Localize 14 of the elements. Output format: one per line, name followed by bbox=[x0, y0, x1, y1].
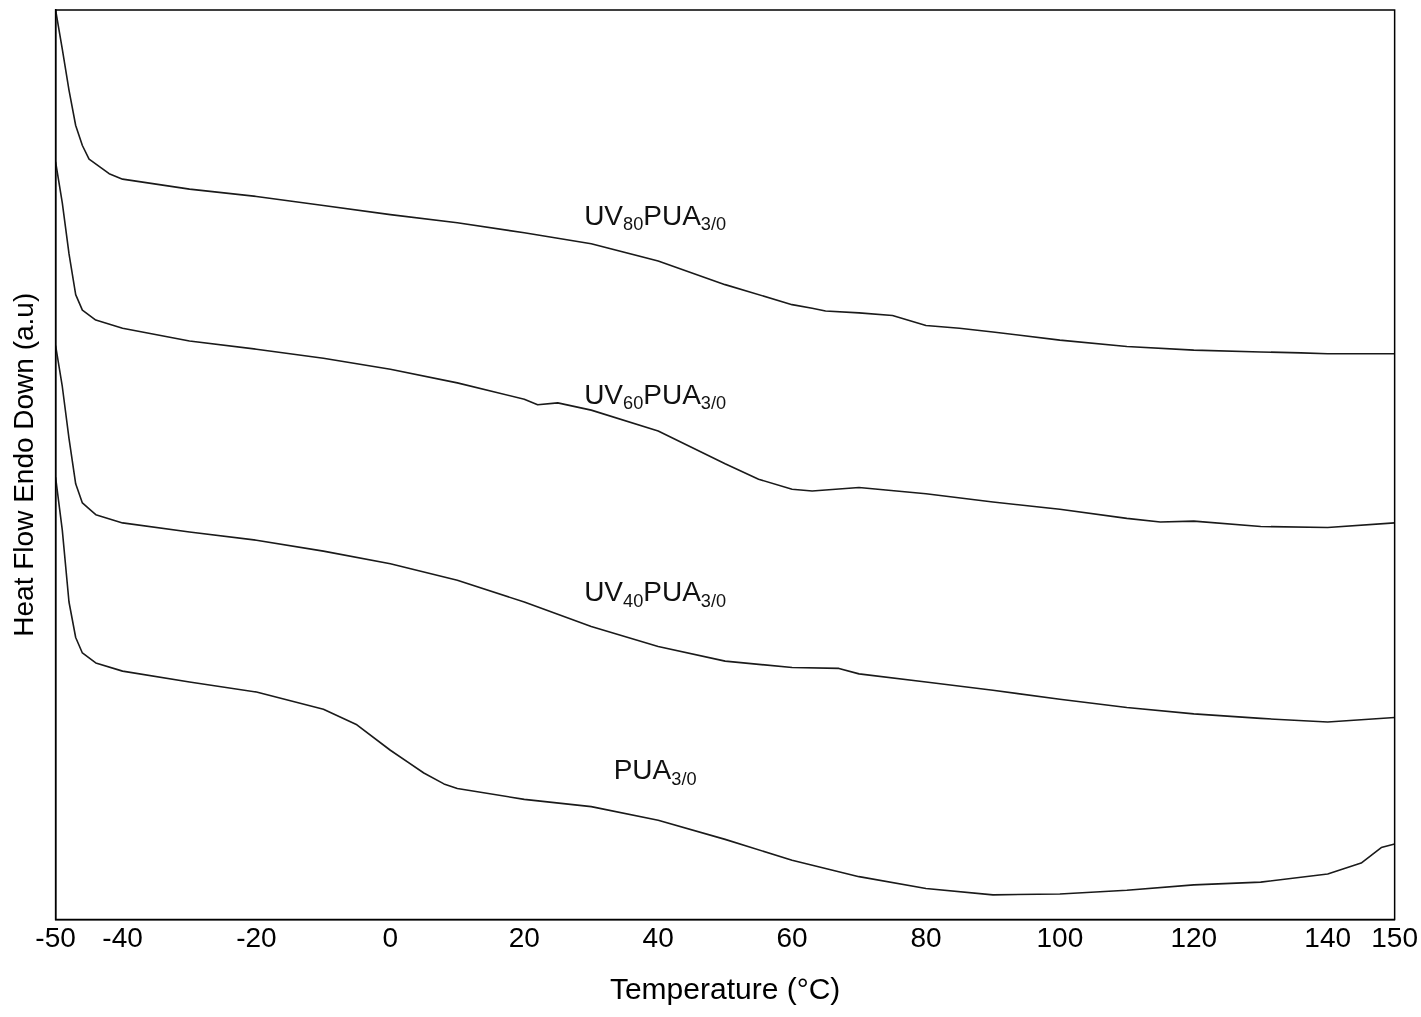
x-tick-label: 100 bbox=[1036, 921, 1084, 953]
x-tick-label: 20 bbox=[508, 921, 540, 953]
x-tick-label: -20 bbox=[236, 921, 277, 953]
x-axis-title: Temperature (°C) bbox=[609, 972, 841, 1006]
x-tick-label: 80 bbox=[910, 921, 942, 953]
x-tick-label: -50 bbox=[35, 921, 76, 953]
x-tick-label: 60 bbox=[776, 921, 808, 953]
y-axis-title: Heat Flow Endo Down (a.u) bbox=[7, 292, 39, 637]
x-tick-label: 140 bbox=[1304, 921, 1352, 953]
x-tick-label: 150 bbox=[1371, 921, 1418, 953]
x-tick-label: 0 bbox=[382, 921, 399, 953]
x-tick-label: -40 bbox=[102, 921, 143, 953]
x-tick-label: 40 bbox=[642, 921, 674, 953]
x-tick-label: 120 bbox=[1170, 921, 1218, 953]
